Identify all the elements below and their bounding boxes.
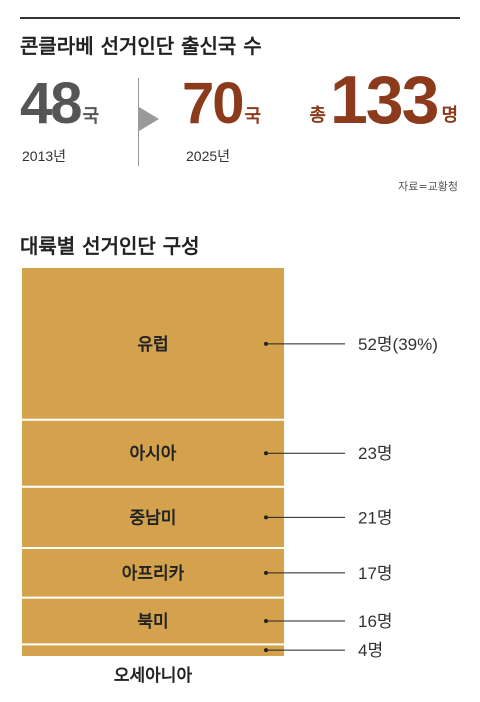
leader-dot bbox=[264, 515, 268, 520]
stat-2025-year: 2025년 bbox=[186, 148, 231, 164]
leader-dot bbox=[264, 341, 268, 346]
value-label: 21명 bbox=[358, 508, 393, 527]
source-note: 자료=교황청 bbox=[398, 180, 458, 193]
value-label: 17명 bbox=[358, 564, 393, 583]
stat-2013-year: 2013년 bbox=[22, 148, 67, 164]
value-label: 4명 bbox=[358, 641, 383, 660]
bar-segment-3 bbox=[22, 486, 284, 549]
total-unit: 명 bbox=[441, 105, 458, 126]
segment-label: 오세아니아 bbox=[114, 666, 193, 686]
bar-segment-2 bbox=[22, 419, 284, 487]
top-rule bbox=[20, 17, 460, 19]
total-prefix: 총 bbox=[309, 105, 326, 126]
segment-label: 유럽 bbox=[137, 335, 168, 355]
value-label: 23명 bbox=[358, 444, 393, 463]
leader-dot bbox=[264, 570, 268, 575]
stat-2013-number: 48 bbox=[20, 71, 82, 136]
leader-dot bbox=[264, 618, 268, 623]
bar-segment-5 bbox=[22, 597, 284, 645]
bar-segment-6 bbox=[22, 644, 284, 656]
segment-label: 중남미 bbox=[130, 508, 177, 528]
stat-2025-number: 70 bbox=[182, 71, 244, 136]
segment-label: 아프리카 bbox=[122, 564, 185, 584]
stat-2025-unit: 국 bbox=[244, 106, 262, 127]
total-number: 133 bbox=[329, 62, 439, 138]
value-label: 16명 bbox=[358, 612, 393, 631]
leader-dot bbox=[264, 451, 268, 456]
leader-dot bbox=[264, 648, 268, 653]
value-label: 52명(39%) bbox=[358, 335, 438, 354]
bar-segment-4 bbox=[22, 548, 284, 598]
arrow-right-icon bbox=[139, 107, 159, 131]
segment-label: 북미 bbox=[137, 612, 168, 632]
total-count: 총 133 명 bbox=[309, 62, 458, 138]
section-title: 대륙별 선거인단 구성 bbox=[20, 234, 200, 258]
stat-2013: 48 국 bbox=[20, 71, 100, 136]
segment-label: 아시아 bbox=[130, 444, 177, 464]
page-title: 콘클라베 선거인단 출신국 수 bbox=[20, 34, 262, 58]
stat-2013-unit: 국 bbox=[82, 106, 100, 127]
bar-segment-1 bbox=[22, 268, 284, 420]
stat-divider bbox=[138, 78, 139, 166]
stat-2025: 70 국 bbox=[182, 71, 262, 136]
